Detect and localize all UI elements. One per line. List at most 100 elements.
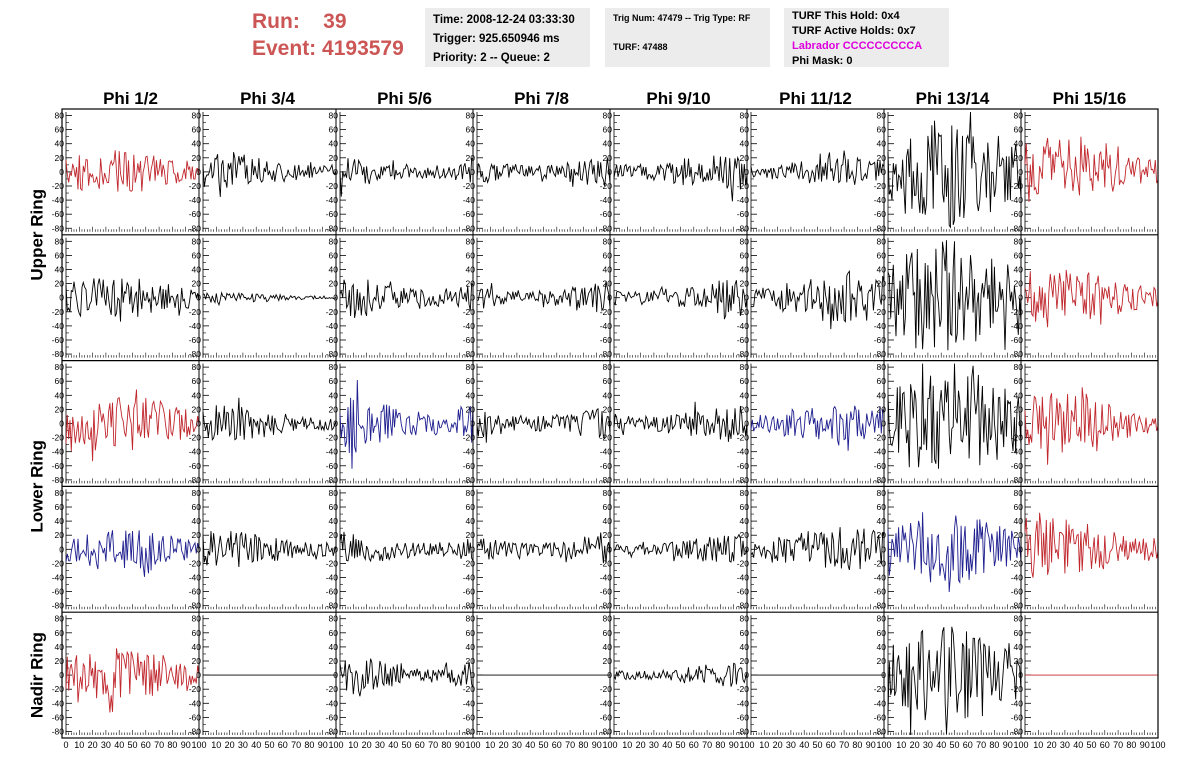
y-tick-label: -40 (600, 447, 613, 457)
y-tick-label: -60 (737, 587, 750, 597)
x-tick-label: 100 (739, 740, 754, 750)
turf-this-hold-text: TURF This Hold: 0x4 (792, 10, 900, 22)
y-tick-label: -60 (1011, 461, 1024, 471)
x-tick-label: 30 (101, 740, 111, 750)
waveform-trace (65, 389, 200, 462)
y-tick-label: -20 (874, 181, 887, 191)
y-tick-label: 40 (55, 642, 65, 652)
y-tick-label: 40 (877, 642, 887, 652)
x-tick-label: 90 (1140, 740, 1150, 750)
y-tick-label: 60 (740, 250, 750, 260)
y-tick-label: -20 (463, 307, 476, 317)
y-tick-label: 40 (877, 265, 887, 275)
y-tick-label: -40 (326, 321, 339, 331)
waveform-trace (1024, 387, 1159, 465)
y-tick-label: 80 (1014, 236, 1024, 246)
ring-label: Upper Ring (27, 189, 46, 281)
y-tick-label: 20 (192, 279, 202, 289)
event-label: Event: (252, 37, 317, 60)
x-tick-label: 50 (949, 740, 959, 750)
y-tick-label: 80 (55, 111, 65, 121)
y-tick-label: 40 (329, 516, 339, 526)
waveform-trace (887, 512, 1022, 593)
y-tick-label: 40 (740, 516, 750, 526)
y-tick-label: -20 (463, 433, 476, 443)
y-tick-label: -80 (326, 601, 339, 611)
y-tick-label: 60 (877, 376, 887, 386)
y-tick-label: 20 (877, 404, 887, 414)
y-tick-label: 80 (192, 111, 202, 121)
y-tick-label: 80 (192, 236, 202, 246)
x-tick-label: 10 (896, 740, 906, 750)
y-tick-label: 20 (603, 404, 613, 414)
y-tick-label: 40 (55, 390, 65, 400)
y-tick-label: -60 (189, 209, 202, 219)
y-tick-label: -60 (189, 712, 202, 722)
y-tick-label: -40 (326, 195, 339, 205)
waveform-trace (887, 240, 1022, 351)
waveform-trace (202, 152, 337, 197)
y-tick-label: -20 (600, 307, 613, 317)
y-tick-label: -40 (463, 321, 476, 331)
column-header: Phi 3/4 (240, 89, 295, 108)
y-tick-label: 40 (329, 139, 339, 149)
y-tick-label: -20 (52, 684, 65, 694)
y-tick-label: -80 (737, 726, 750, 736)
y-tick-label: -20 (874, 433, 887, 443)
phi-mask-text: Phi Mask: 0 (792, 55, 853, 67)
x-tick-label: 60 (415, 740, 425, 750)
waveform-trace (613, 401, 748, 442)
y-tick-label: 20 (55, 279, 65, 289)
y-tick-label: 60 (192, 628, 202, 638)
y-tick-label: 60 (192, 250, 202, 260)
y-tick-label: 80 (1014, 362, 1024, 372)
waveform-trace (613, 662, 748, 687)
y-tick-label: 40 (466, 516, 476, 526)
x-tick-label: 60 (141, 740, 151, 750)
y-tick-label: 20 (55, 153, 65, 163)
x-tick-label: 80 (578, 740, 588, 750)
y-tick-label: -60 (189, 587, 202, 597)
x-tick-label: 20 (636, 740, 646, 750)
y-tick-label: -80 (1011, 726, 1024, 736)
y-tick-label: -20 (737, 181, 750, 191)
x-tick-label: 10 (485, 740, 495, 750)
y-tick-label: -40 (52, 195, 65, 205)
turf-text: TURF: 47488 (613, 42, 668, 52)
y-tick-label: -60 (600, 461, 613, 471)
y-tick-label: 60 (603, 125, 613, 135)
y-tick-label: -20 (189, 558, 202, 568)
x-tick-label: 70 (565, 740, 575, 750)
x-tick-label: 40 (525, 740, 535, 750)
y-tick-label: -40 (737, 572, 750, 582)
y-tick-label: -60 (463, 335, 476, 345)
y-tick-label: -20 (874, 558, 887, 568)
y-tick-label: 80 (466, 614, 476, 624)
x-tick-label: 50 (538, 740, 548, 750)
y-tick-label: 80 (329, 362, 339, 372)
y-tick-label: 60 (740, 376, 750, 386)
y-tick-label: 60 (466, 376, 476, 386)
y-tick-label: -80 (326, 223, 339, 233)
y-tick-label: -20 (737, 684, 750, 694)
y-tick-label: 20 (329, 530, 339, 540)
y-tick-label: 40 (1014, 390, 1024, 400)
waveform-trace (750, 150, 885, 185)
y-tick-label: -40 (463, 447, 476, 457)
y-tick-label: 40 (1014, 265, 1024, 275)
y-tick-label: -40 (189, 572, 202, 582)
column-header: Phi 9/10 (646, 89, 710, 108)
y-tick-label: 20 (192, 404, 202, 414)
y-tick-label: 20 (466, 153, 476, 163)
y-tick-label: -80 (189, 223, 202, 233)
y-tick-label: -60 (600, 209, 613, 219)
waveform-trace (613, 280, 748, 320)
column-header: Phi 11/12 (779, 89, 852, 108)
x-tick-label: 70 (839, 740, 849, 750)
